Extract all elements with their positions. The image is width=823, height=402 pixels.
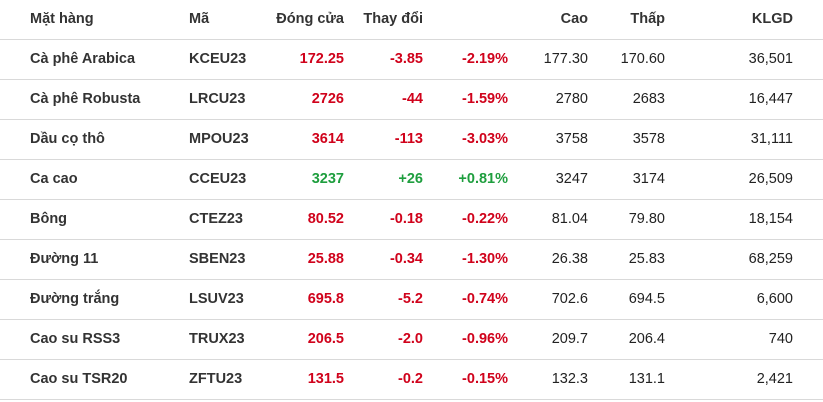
cell-close: 25.88 xyxy=(307,251,344,267)
cell-pct: -0.15% xyxy=(462,371,508,387)
cell-high: 209.7 xyxy=(551,331,588,347)
cell-volume: 36,501 xyxy=(748,51,793,67)
header-change: Thay đổi xyxy=(363,11,423,27)
cell-name: Đường 11 xyxy=(30,251,99,267)
cell-low: 3578 xyxy=(632,131,665,147)
cell-change: +26 xyxy=(398,171,423,187)
cell-low: 3174 xyxy=(632,171,665,187)
header-close: Đóng cửa xyxy=(276,11,344,27)
cell-name: Đường trắng xyxy=(30,291,120,307)
header-low: Thấp xyxy=(630,11,665,27)
cell-close: 2726 xyxy=(311,91,344,107)
cell-name: Ca cao xyxy=(30,171,78,187)
cell-pct: -0.96% xyxy=(462,331,508,347)
cell-change: -3.85 xyxy=(389,51,423,67)
cell-volume: 740 xyxy=(768,331,793,347)
cell-close: 172.25 xyxy=(299,51,344,67)
cell-code: ZFTU23 xyxy=(189,371,243,387)
cell-low: 170.60 xyxy=(620,51,665,67)
table-row: Cà phê Robusta LRCU23 2726 -44 -1.59% 2780 268… xyxy=(0,80,823,120)
cell-low: 694.5 xyxy=(628,291,665,307)
table-row: Ca cao CCEU23 3237 +26 +0.81% 3247 3174 26,509 xyxy=(0,160,823,200)
cell-close: 206.5 xyxy=(307,331,344,347)
cell-high: 177.30 xyxy=(543,51,588,67)
cell-code: SBEN23 xyxy=(189,251,246,267)
table-header-row: Mặt hàng Mã Đóng cửa Thay đổi Cao Thấp K… xyxy=(0,0,823,40)
cell-code: KCEU23 xyxy=(189,51,247,67)
cell-low: 131.1 xyxy=(628,371,665,387)
cell-code: LSUV23 xyxy=(189,291,244,307)
cell-pct: -2.19% xyxy=(462,51,508,67)
cell-change: -2.0 xyxy=(398,331,423,347)
cell-change: -0.2 xyxy=(398,371,423,387)
cell-code: LRCU23 xyxy=(189,91,246,107)
cell-pct: +0.81% xyxy=(458,171,508,187)
cell-pct: -1.59% xyxy=(462,91,508,107)
cell-code: CCEU23 xyxy=(189,171,247,187)
cell-high: 2780 xyxy=(555,91,588,107)
cell-change: -5.2 xyxy=(398,291,423,307)
cell-name: Cà phê Robusta xyxy=(30,91,141,107)
cell-low: 206.4 xyxy=(628,331,665,347)
cell-volume: 16,447 xyxy=(748,91,793,107)
table-row: Cao su TSR20 ZFTU23 131.5 -0.2 -0.15% 132.3 13… xyxy=(0,360,823,400)
table-row: Đường trắng LSUV23 695.8 -5.2 -0.74% 702.6 694… xyxy=(0,280,823,320)
table-row: Dầu cọ thô MPOU23 3614 -113 -3.03% 3758 3578 31… xyxy=(0,120,823,160)
header-volume: KLGD xyxy=(751,11,793,27)
cell-name: Bông xyxy=(30,211,68,227)
cell-change: -113 xyxy=(394,131,423,147)
cell-volume: 68,259 xyxy=(748,251,793,267)
cell-close: 3237 xyxy=(311,171,344,187)
table-row: Cao su RSS3 TRUX23 206.5 -2.0 -0.96% 209.7 206… xyxy=(0,320,823,360)
cell-code: CTEZ23 xyxy=(189,211,243,227)
cell-high: 3247 xyxy=(555,171,588,187)
cell-low: 79.80 xyxy=(628,211,665,227)
header-name: Mặt hàng xyxy=(30,11,94,27)
cell-pct: -0.74% xyxy=(462,291,508,307)
table-row: Cà phê Arabica KCEU23 172.25 -3.85 -2.19% 177… xyxy=(0,40,823,80)
cell-high: 3758 xyxy=(555,131,588,147)
cell-volume: 6,600 xyxy=(756,291,793,307)
table-row: Đường 11 SBEN23 25.88 -0.34 -1.30% 26.38 25.83… xyxy=(0,240,823,280)
header-high: Cao xyxy=(560,11,588,27)
cell-volume: 26,509 xyxy=(748,171,793,187)
cell-high: 132.3 xyxy=(551,371,588,387)
cell-pct: -0.22% xyxy=(462,211,508,227)
cell-volume: 2,421 xyxy=(756,371,793,387)
cell-change: -44 xyxy=(402,91,423,107)
cell-low: 2683 xyxy=(632,91,665,107)
cell-change: -0.34 xyxy=(389,251,423,267)
cell-close: 3614 xyxy=(311,131,344,147)
cell-name: Dầu cọ thô xyxy=(30,131,105,147)
cell-name: Cà phê Arabica xyxy=(30,51,136,67)
cell-high: 81.04 xyxy=(551,211,588,227)
cell-low: 25.83 xyxy=(628,251,665,267)
cell-close: 131.5 xyxy=(307,371,344,387)
cell-volume: 31,111 xyxy=(750,131,793,147)
table-row: Bông CTEZ23 80.52 -0.18 -0.22% 81.04 79.80 18,1… xyxy=(0,200,823,240)
cell-volume: 18,154 xyxy=(748,211,793,227)
cell-close: 80.52 xyxy=(307,211,344,227)
cell-high: 26.38 xyxy=(551,251,588,267)
cell-high: 702.6 xyxy=(551,291,588,307)
cell-name: Cao su TSR20 xyxy=(30,371,128,387)
cell-code: MPOU23 xyxy=(189,131,249,147)
cell-pct: -3.03% xyxy=(462,131,508,147)
cell-change: -0.18 xyxy=(389,211,423,227)
cell-close: 695.8 xyxy=(307,291,344,307)
cell-name: Cao su RSS3 xyxy=(30,331,121,347)
cell-pct: -1.30% xyxy=(462,251,508,267)
cell-code: TRUX23 xyxy=(189,331,245,347)
header-code: Mã xyxy=(189,11,210,27)
